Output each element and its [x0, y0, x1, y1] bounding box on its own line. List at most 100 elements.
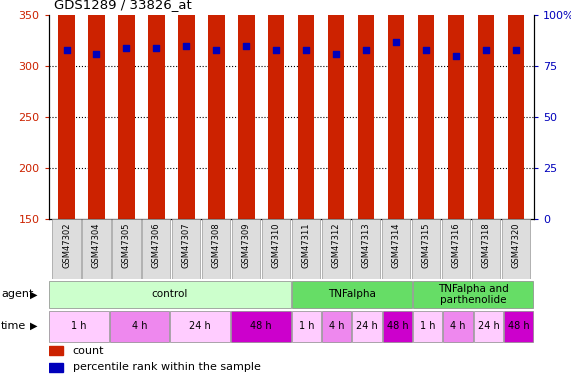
Bar	[382, 219, 410, 279]
Point	[242, 43, 251, 49]
Text: 48 h: 48 h	[250, 321, 272, 331]
Text: GDS1289 / 33826_at: GDS1289 / 33826_at	[54, 0, 192, 11]
Text: count: count	[73, 346, 104, 356]
Bar	[352, 311, 381, 342]
Text: GSM47313: GSM47313	[361, 222, 371, 268]
Bar	[49, 280, 291, 308]
Bar	[413, 280, 533, 308]
Bar	[352, 219, 380, 279]
Bar	[232, 219, 260, 279]
Text: 4 h: 4 h	[132, 321, 147, 331]
Point	[512, 47, 521, 53]
Bar	[442, 219, 470, 279]
Text: GSM47309: GSM47309	[242, 222, 251, 268]
Point	[332, 51, 341, 57]
Bar	[118, 0, 135, 219]
Text: TNFalpha: TNFalpha	[328, 290, 376, 299]
Text: GSM47306: GSM47306	[152, 222, 161, 268]
Text: 4 h: 4 h	[329, 321, 344, 331]
Text: percentile rank within the sample: percentile rank within the sample	[73, 362, 261, 372]
Point	[452, 53, 461, 59]
Bar	[292, 280, 412, 308]
Bar	[49, 311, 108, 342]
Text: 24 h: 24 h	[190, 321, 211, 331]
Bar	[504, 311, 533, 342]
Text: ▶: ▶	[30, 290, 37, 299]
Bar	[268, 0, 284, 219]
Text: 1 h: 1 h	[299, 321, 314, 331]
Bar	[292, 219, 320, 279]
Text: GSM47311: GSM47311	[301, 222, 311, 268]
Bar	[208, 0, 224, 219]
Bar	[262, 219, 290, 279]
Text: GSM47315: GSM47315	[421, 222, 431, 268]
Bar	[412, 219, 440, 279]
Text: GSM47320: GSM47320	[512, 222, 520, 268]
Text: GSM47316: GSM47316	[452, 222, 460, 268]
Bar	[53, 219, 81, 279]
Point	[62, 47, 71, 53]
Bar	[298, 0, 315, 219]
Bar	[502, 219, 530, 279]
Bar	[238, 0, 255, 219]
Text: GSM47304: GSM47304	[92, 222, 101, 268]
Text: GSM47318: GSM47318	[481, 222, 490, 268]
Bar	[172, 219, 200, 279]
Bar	[82, 219, 111, 279]
Text: 24 h: 24 h	[477, 321, 499, 331]
Text: 24 h: 24 h	[356, 321, 378, 331]
Text: GSM47310: GSM47310	[272, 222, 281, 268]
Bar	[448, 15, 464, 219]
Text: 4 h: 4 h	[451, 321, 466, 331]
Bar	[328, 0, 344, 219]
Point	[392, 39, 401, 45]
Bar	[383, 311, 412, 342]
Bar	[142, 219, 171, 279]
Bar	[292, 311, 321, 342]
Bar	[508, 0, 524, 219]
Point	[481, 47, 490, 53]
Bar	[231, 311, 291, 342]
Bar	[478, 0, 494, 219]
Bar	[148, 0, 164, 219]
Bar	[322, 311, 351, 342]
Text: 1 h: 1 h	[71, 321, 87, 331]
Bar	[474, 311, 503, 342]
Bar	[388, 0, 404, 219]
Bar	[358, 0, 375, 219]
Text: 48 h: 48 h	[387, 321, 408, 331]
Bar	[413, 311, 443, 342]
Text: time: time	[1, 321, 26, 331]
Bar	[49, 346, 63, 355]
Point	[212, 47, 221, 53]
Point	[92, 51, 101, 57]
Text: 1 h: 1 h	[420, 321, 436, 331]
Text: GSM47305: GSM47305	[122, 222, 131, 268]
Text: ▶: ▶	[30, 321, 37, 331]
Bar	[110, 311, 169, 342]
Text: control: control	[152, 290, 188, 299]
Point	[152, 45, 161, 51]
Point	[301, 47, 311, 53]
Point	[122, 45, 131, 51]
Text: TNFalpha and
parthenolide: TNFalpha and parthenolide	[438, 284, 509, 305]
Bar	[202, 219, 230, 279]
Text: GSM47312: GSM47312	[332, 222, 341, 268]
Point	[182, 43, 191, 49]
Text: agent: agent	[1, 290, 34, 299]
Bar	[89, 0, 104, 219]
Point	[272, 47, 281, 53]
Bar	[444, 311, 473, 342]
Text: GSM47302: GSM47302	[62, 222, 71, 268]
Text: GSM47308: GSM47308	[212, 222, 221, 268]
Text: GSM47307: GSM47307	[182, 222, 191, 268]
Bar	[322, 219, 350, 279]
Text: GSM47314: GSM47314	[392, 222, 401, 268]
Point	[421, 47, 431, 53]
Point	[361, 47, 371, 53]
Text: 48 h: 48 h	[508, 321, 529, 331]
Bar	[49, 363, 63, 372]
Bar	[171, 311, 230, 342]
Bar	[418, 0, 435, 219]
Bar	[112, 219, 140, 279]
